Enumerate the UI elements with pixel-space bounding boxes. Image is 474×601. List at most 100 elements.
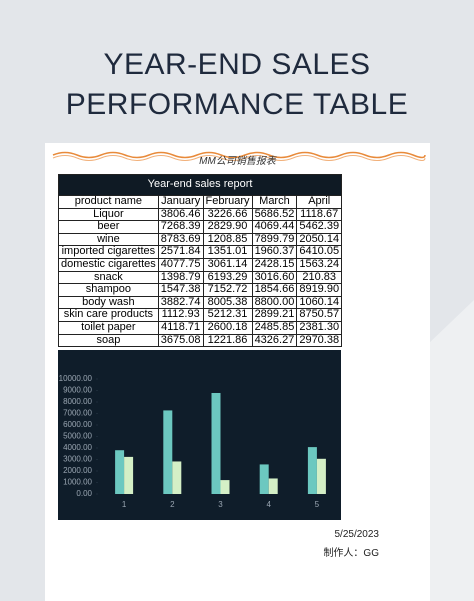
table-cell: 210.83 [296, 270, 343, 285]
table-cell: 2600.18 [202, 320, 253, 335]
bar [172, 461, 182, 494]
bar [316, 458, 326, 494]
x-tick-label: 1 [122, 500, 127, 509]
table-cell: 1563.24 [296, 257, 343, 272]
column-header: April [296, 195, 343, 209]
table-cell: 2970.38 [296, 333, 343, 348]
table-cell: 3061.14 [202, 257, 253, 272]
column-header: product name [58, 195, 159, 209]
table-cell: 1208.85 [202, 232, 253, 247]
table-cell: shampoo [58, 283, 159, 297]
column-header: January [157, 195, 204, 209]
table-cell: 7152.72 [202, 283, 253, 297]
table-cell: 2485.85 [251, 320, 298, 335]
table-cell: 1351.01 [202, 245, 253, 259]
table-cell: 1547.38 [157, 283, 204, 297]
y-tick-label: 4000.00 [63, 443, 92, 452]
table-cell: 7268.39 [157, 220, 204, 234]
table-row: Liquor 3806.46 3226.66 5686.52 1118.67 [58, 207, 343, 222]
table-cell: 5462.39 [296, 220, 343, 234]
table-cell: beer [58, 220, 159, 234]
subtitle: MM公司销售报表 [199, 156, 276, 167]
table-cell: body wash [58, 295, 159, 310]
table-cell: 1960.37 [251, 245, 298, 259]
table-cell: 1221.86 [202, 333, 253, 348]
document: MM公司销售报表 Year-end sales report product n… [45, 143, 430, 601]
bar [163, 410, 173, 494]
bar [115, 450, 125, 494]
table-cell: soap [58, 333, 159, 348]
table-cell: 2381.30 [296, 320, 343, 335]
y-tick-label: 5000.00 [63, 432, 92, 441]
table-cell: toilet paper [58, 320, 159, 335]
table-cell: 8750.57 [296, 308, 343, 322]
table-row: toilet paper 4118.71 2600.18 2485.85 2381.30 [58, 320, 343, 335]
column-header: February [202, 195, 253, 209]
table-cell: 4077.75 [157, 257, 204, 272]
y-tick-label: 6000.00 [63, 420, 92, 429]
date: 5/25/2023 [334, 529, 380, 540]
y-tick-label: 3000.00 [63, 455, 92, 464]
table-row: domestic cigarettes 4077.75 3061.14 2428.15… [58, 257, 343, 272]
table-cell: 8005.38 [202, 295, 253, 310]
header-row: product name January February March April [58, 195, 343, 209]
table-cell: 8783.69 [157, 232, 204, 247]
table-row: snack 1398.79 6193.29 3016.60 210.83 [58, 270, 343, 285]
bar [307, 447, 317, 494]
title-line: YEAR-END SALES [103, 48, 371, 81]
table-cell: skin care products [58, 308, 159, 322]
table-cell: 2428.15 [251, 257, 298, 272]
bar [211, 392, 221, 494]
table-cell: 1112.93 [157, 308, 204, 322]
x-tick-label: 5 [315, 500, 320, 509]
wave-decoration [52, 151, 426, 161]
table-row: body wash 3882.74 8005.38 8800.00 1060.14 [58, 295, 343, 310]
table-row: wine 8783.69 1208.85 7899.79 2050.14 [58, 232, 343, 247]
table-row: soap 3675.08 1221.86 4326.27 2970.38 [58, 333, 343, 348]
table-row: skin care products 1112.93 5212.31 2899.21 8… [58, 308, 343, 322]
table-cell: snack [58, 270, 159, 285]
y-tick-label: 0.00 [76, 489, 92, 498]
column-header: March [251, 195, 298, 209]
table-row: imported cigarettes 2571.84 1351.01 1960.37… [58, 245, 343, 259]
table-cell: 3016.60 [251, 270, 298, 285]
x-tick-label: 3 [218, 500, 223, 509]
x-tick-label: 4 [266, 500, 271, 509]
chart: 0.00 1000.00 2000.00 3000.00 4000.00 5000.00 6… [58, 350, 341, 520]
table-cell: 2571.84 [157, 245, 204, 259]
table-cell: 5686.52 [251, 207, 298, 222]
table-cell: 3675.08 [157, 333, 204, 348]
author: 制作人：GG [323, 548, 379, 559]
table-cell: 8800.00 [251, 295, 298, 310]
bar [259, 464, 269, 494]
table-cell: 1398.79 [157, 270, 204, 285]
table-cell: 3882.74 [157, 295, 204, 310]
y-tick-label: 1000.00 [63, 478, 92, 487]
table-row: beer 7268.39 2829.90 4069.44 5462.39 [58, 220, 343, 234]
y-tick-label: 2000.00 [63, 466, 92, 475]
bar [220, 480, 230, 494]
table-cell: 1118.67 [296, 207, 343, 222]
y-tick-label: 9000.00 [63, 386, 92, 395]
table-cell: domestic cigarettes [58, 257, 159, 272]
table-cell: wine [58, 232, 159, 247]
table-cell: 2829.90 [202, 220, 253, 234]
table-row: shampoo 1547.38 7152.72 1854.66 8919.90 [58, 283, 343, 297]
title-line: PERFORMANCE TABLE [65, 88, 409, 121]
x-tick-label: 2 [170, 500, 175, 509]
sales-table: Year-end sales report product name Januar… [57, 174, 343, 348]
table-cell: 4118.71 [157, 320, 204, 335]
y-tick-label: 8000.00 [63, 397, 92, 406]
table-cell: 5212.31 [202, 308, 253, 322]
table-cell: 4326.27 [251, 333, 298, 348]
table-caption: Year-end sales report [57, 174, 343, 196]
table-cell: Liquor [58, 207, 159, 222]
table-cell: 3806.46 [157, 207, 204, 222]
table-cell: 1854.66 [251, 283, 298, 297]
y-tick-label: 7000.00 [63, 409, 92, 418]
y-tick-label: 10000.00 [59, 374, 93, 383]
bar [124, 456, 134, 494]
table-cell: 2899.21 [251, 308, 298, 322]
bar [268, 478, 278, 494]
